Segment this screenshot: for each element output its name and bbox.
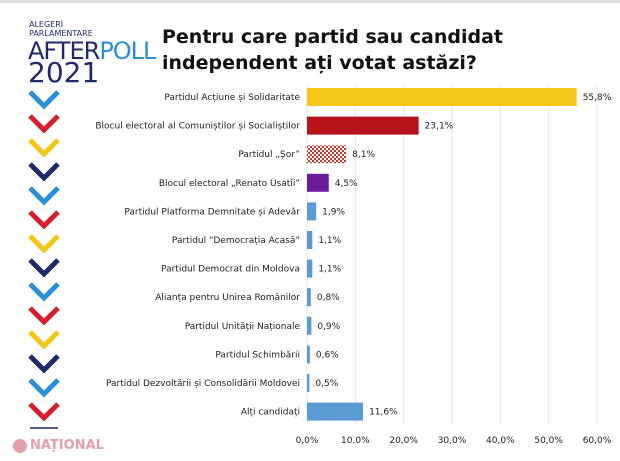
data-label: 0,5% xyxy=(315,379,338,389)
national-logo-icon xyxy=(13,439,27,453)
bar xyxy=(307,374,310,392)
x-tick-label: 10,0% xyxy=(341,436,370,446)
chevron xyxy=(28,306,60,326)
chevron xyxy=(28,162,60,182)
chevron xyxy=(28,378,60,398)
x-tick-label: 20,0% xyxy=(389,436,418,446)
category-label: Blocul electoral „Renato Usatîi” xyxy=(159,179,300,189)
data-label: 0,6% xyxy=(316,350,339,360)
category-label: Blocul electoral al Comuniștilor și Soci… xyxy=(95,122,300,132)
chevron-decoration xyxy=(13,90,60,453)
bar xyxy=(307,345,310,364)
chevron xyxy=(28,330,60,350)
data-label: 0,9% xyxy=(317,322,340,332)
category-label: Alianța pentru Unirea Românilor xyxy=(155,293,300,303)
bar xyxy=(307,316,312,335)
chevron xyxy=(28,210,60,230)
x-tick-label: 50,0% xyxy=(534,436,563,446)
logo-afterpoll: AFTERPOLL xyxy=(28,37,156,65)
data-label: 4,5% xyxy=(335,179,358,189)
chart-title: Pentru care partid sau candidat independ… xyxy=(162,26,503,74)
chevron xyxy=(28,258,60,278)
bar xyxy=(307,116,419,135)
data-label: 1,1% xyxy=(318,265,341,275)
bar xyxy=(307,173,329,192)
data-label: 0,8% xyxy=(317,293,340,303)
chevron xyxy=(28,186,60,206)
chevron xyxy=(28,138,60,158)
chevron xyxy=(28,354,60,374)
chevron xyxy=(28,234,60,254)
category-label: Partidul Unității Naționale xyxy=(185,322,301,332)
logo-year: 2021 xyxy=(28,56,100,89)
category-label: Partidul “Democrația Acasă” xyxy=(172,236,300,246)
category-label: Partidul Acțiune și Solidaritate xyxy=(164,93,300,103)
category-label: Partidul Schimbării xyxy=(215,350,300,360)
chevron xyxy=(28,114,60,134)
logo-after: AFTER xyxy=(28,37,100,65)
logo-line2: PARLAMENTARE xyxy=(29,29,93,38)
x-tick-label: 30,0% xyxy=(438,436,467,446)
data-label: 55,8% xyxy=(583,93,612,103)
chevron xyxy=(28,90,60,110)
x-tick-label: 40,0% xyxy=(486,436,515,446)
bar xyxy=(307,202,317,221)
category-label: Partidul Democrat din Moldova xyxy=(161,265,300,275)
chevron xyxy=(28,282,60,302)
logo-line1: ALEGERI xyxy=(29,20,64,29)
data-label: 8,1% xyxy=(352,150,375,160)
category-label: Alți candidați xyxy=(241,408,300,418)
bar xyxy=(307,402,364,421)
data-label: 1,9% xyxy=(322,207,345,217)
data-label: 1,1% xyxy=(318,236,341,246)
category-label: Partidul „Șor” xyxy=(238,150,300,160)
national-watermark: NAȚIONAL xyxy=(30,438,104,453)
bar xyxy=(307,288,311,307)
category-label: Partidul Dezvoltării și Consolidării Mol… xyxy=(106,379,300,389)
logo-poll: POLL xyxy=(99,37,156,65)
data-label: 23,1% xyxy=(425,122,454,132)
category-label: Partidul Platforma Demnitate și Adevăr xyxy=(124,207,300,217)
x-tick-label: 60,0% xyxy=(583,436,612,446)
chevron xyxy=(28,402,60,422)
top-border xyxy=(0,0,620,3)
bar xyxy=(307,88,577,106)
bar xyxy=(307,231,313,249)
x-tick-label: 0,0% xyxy=(296,436,319,446)
bar xyxy=(307,145,347,164)
bar xyxy=(307,259,313,278)
data-label: 11,6% xyxy=(369,408,398,418)
